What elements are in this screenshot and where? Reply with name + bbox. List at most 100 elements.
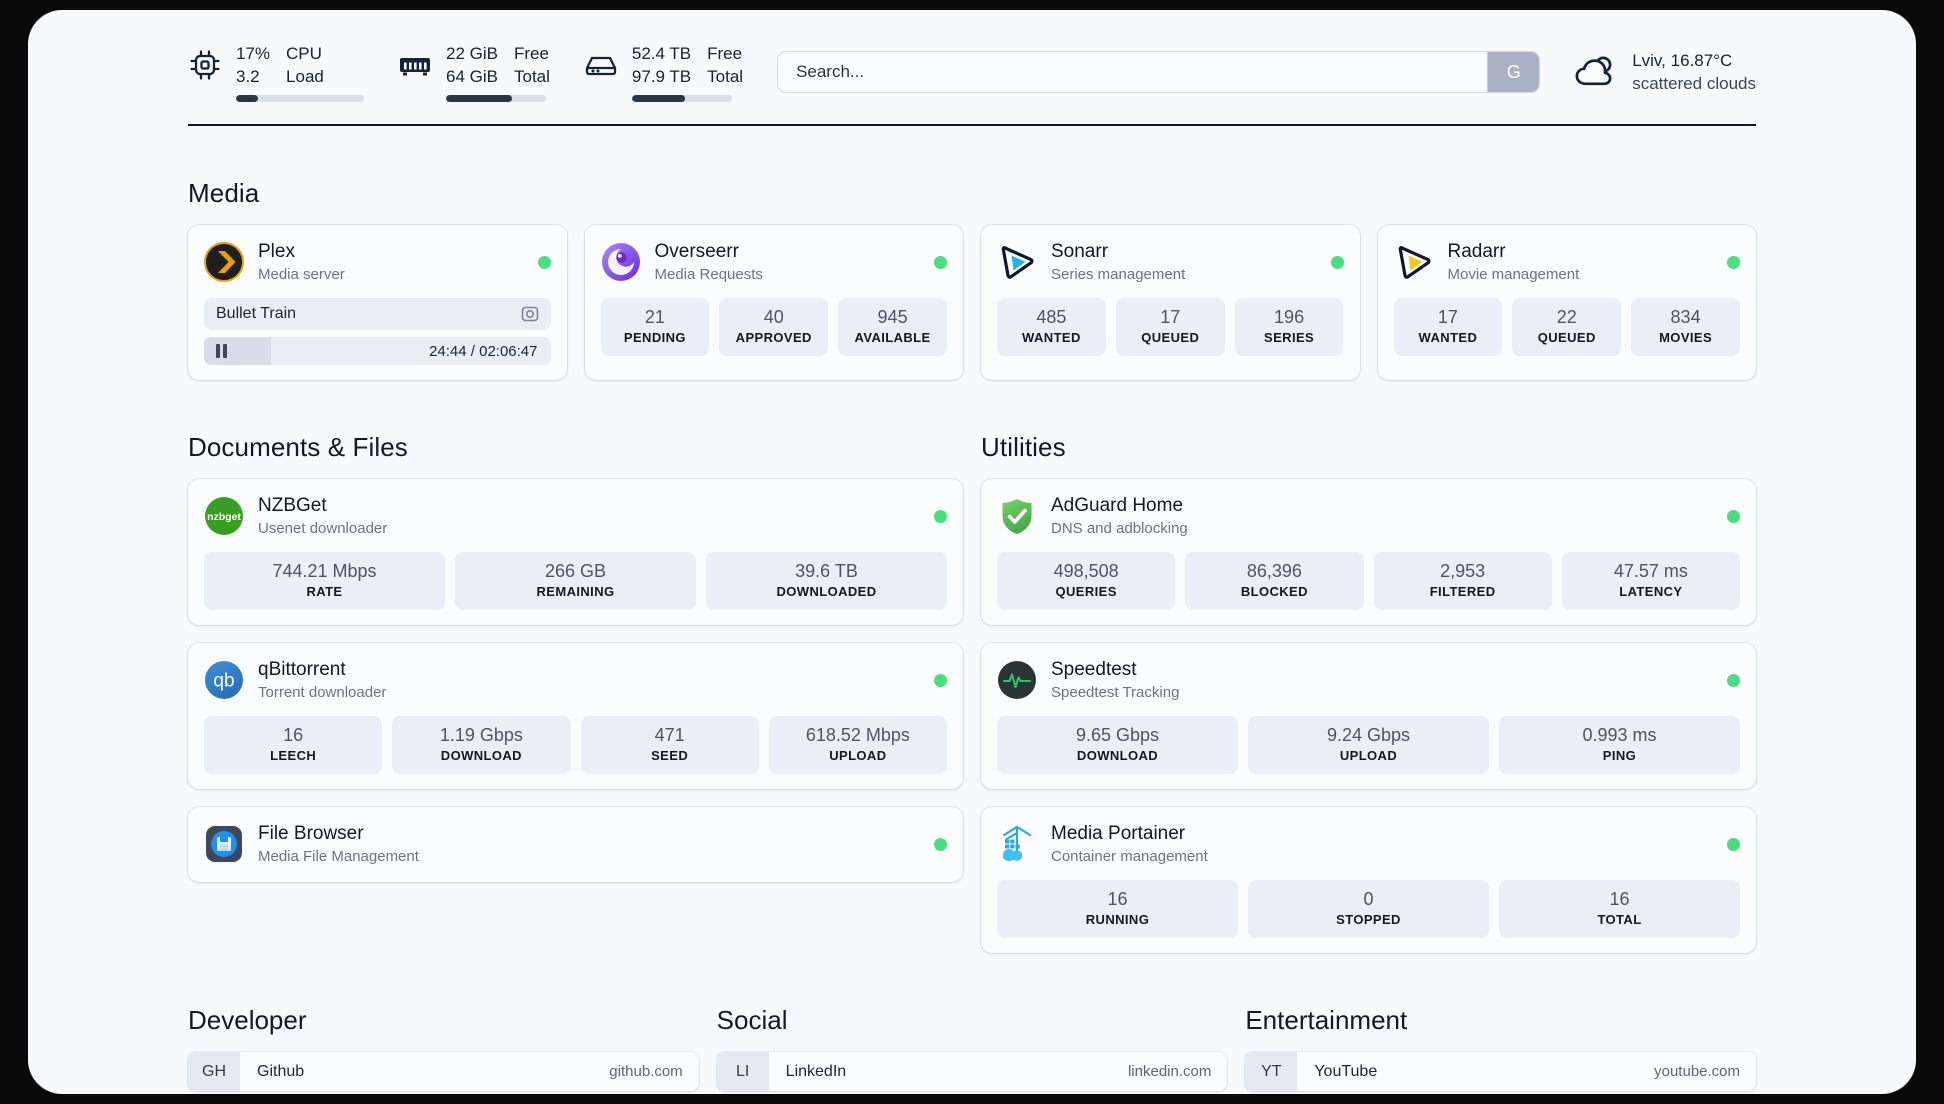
stat-available: 945 AVAILABLE xyxy=(838,298,947,356)
service-card-nzbget[interactable]: nzbget NZBGet Usenet downloader 744.21 M… xyxy=(188,479,963,625)
adguard-icon xyxy=(997,496,1037,536)
pause-icon[interactable] xyxy=(216,344,227,358)
bookmark-group-title: Developer xyxy=(188,1005,307,1035)
card-title-group: Media Portainer Container management xyxy=(1051,821,1208,867)
system-stat-memory: 22 GiB 64 GiB Free Total xyxy=(398,42,550,102)
stat-value: 1.19 Gbps xyxy=(439,725,523,745)
card-title-group: NZBGet Usenet downloader xyxy=(258,493,387,539)
service-subtitle: Series management xyxy=(1051,266,1186,283)
search-input[interactable] xyxy=(778,52,1488,92)
top-bar: 17% 3.2 CPU Load 22 GiB 64 GiB xyxy=(28,10,1916,106)
status-indicator-online xyxy=(537,255,551,269)
nzbget-icon: nzbget xyxy=(204,496,244,536)
playback-progress-fill xyxy=(204,337,272,365)
service-card-speedtest[interactable]: Speedtest Speedtest Tracking 9.65 Gbps D… xyxy=(981,643,1756,789)
stat-value: 40 xyxy=(763,307,784,327)
card-title-group: File Browser Media File Management xyxy=(258,821,419,867)
service-card-radarr[interactable]: Radarr Movie management 17 WANTED 22 QUE… xyxy=(1377,225,1756,380)
service-name: NZBGet xyxy=(258,495,327,516)
bookmark-name: LinkedIn xyxy=(785,1062,847,1080)
stat-label: DOWNLOADED xyxy=(776,584,877,599)
system-stat-label-top-cpu: CPU xyxy=(286,44,322,63)
service-card-overseerr[interactable]: Overseerr Media Requests 21 PENDING 40 A… xyxy=(584,225,963,380)
stat-label: STOPPED xyxy=(1336,912,1401,927)
status-indicator-online xyxy=(1727,509,1740,523)
service-name: Media Portainer xyxy=(1051,823,1186,844)
service-name: qBittorrent xyxy=(258,659,346,680)
card-title-group: Speedtest Speedtest Tracking xyxy=(1051,657,1179,703)
service-card-file-browser[interactable]: File Browser Media File Management xyxy=(188,807,963,882)
system-stat-value-bottom-disk: 97.9 TB xyxy=(631,67,692,86)
stat-value: 196 xyxy=(1274,307,1305,327)
stat-queued: 22 QUEUED xyxy=(1512,298,1622,356)
disk-icon xyxy=(584,48,618,82)
stat-label: UPLOAD xyxy=(1339,748,1398,763)
service-name: File Browser xyxy=(258,823,364,844)
service-card-media-portainer[interactable]: Media Portainer Container management 16 … xyxy=(981,807,1756,953)
search-box[interactable]: G xyxy=(777,51,1541,93)
system-stat-value-bottom-cpu: 3.2 xyxy=(236,67,260,86)
stat-label: BLOCKED xyxy=(1240,584,1308,599)
card-title-group: AdGuard Home DNS and adblocking xyxy=(1051,493,1188,539)
card-header: qb qBittorrent Torrent downloader xyxy=(204,657,947,703)
stat-value: 16 xyxy=(1107,889,1128,909)
service-card-plex[interactable]: Plex Media server Bullet Train 24:44 / 0… xyxy=(188,225,567,380)
cpu-icon xyxy=(188,48,222,82)
bookmark-item-linkedin[interactable]: LI LinkedIn linkedin.com xyxy=(716,1052,1228,1091)
bookmarks-area: Developer GH Github github.com SO StackO… xyxy=(188,1005,1757,1094)
system-stat-label-bottom-memory: Total xyxy=(513,67,550,86)
bookmark-item-github[interactable]: GH Github github.com xyxy=(188,1052,699,1091)
status-indicator-online xyxy=(934,509,947,523)
service-subtitle: Container management xyxy=(1051,848,1208,865)
svg-text:qb: qb xyxy=(213,671,234,692)
stat-label: WANTED xyxy=(1418,330,1478,345)
service-card-qbittorrent[interactable]: qb qBittorrent Torrent downloader 16 LEE… xyxy=(188,643,963,789)
stat-label: LEECH xyxy=(270,748,317,763)
stat-label: DOWNLOAD xyxy=(440,748,522,763)
system-stat-label-bottom-cpu: Load xyxy=(286,67,324,86)
utilities-column: Utilities AdGuard Home DNS and adblockin… xyxy=(981,380,1756,953)
now-playing-bar[interactable]: Bullet Train xyxy=(204,298,551,330)
service-card-adguard-home[interactable]: AdGuard Home DNS and adblocking 498,508 … xyxy=(981,479,1756,625)
card-header: Plex Media server xyxy=(204,239,551,285)
service-subtitle: Media File Management xyxy=(258,848,419,865)
stat-label: FILTERED xyxy=(1429,584,1496,599)
card-header: Sonarr Series management xyxy=(997,239,1344,285)
service-name: Radarr xyxy=(1447,241,1506,262)
stat-value: 17 xyxy=(1160,307,1181,327)
svg-text:nzbget: nzbget xyxy=(207,511,241,523)
system-stat-bar-memory xyxy=(446,95,546,102)
stat-pending: 21 PENDING xyxy=(600,298,710,356)
utilities-card-list: AdGuard Home DNS and adblocking 498,508 … xyxy=(981,479,1756,953)
playback-progress-bar[interactable]: 24:44 / 02:06:47 xyxy=(204,337,551,365)
stat-running: 16 RUNNING xyxy=(997,880,1238,938)
service-card-sonarr[interactable]: Sonarr Series management 485 WANTED 17 Q… xyxy=(981,225,1360,380)
bookmark-group-title: Social xyxy=(716,1005,788,1035)
stat-value: 498,508 xyxy=(1053,561,1119,581)
system-stat-label-top-memory: Free xyxy=(513,44,549,63)
stat-value: 2,953 xyxy=(1440,561,1486,581)
stat-upload: 618.52 Mbps UPLOAD xyxy=(768,716,947,774)
playback-time: 24:44 / 02:06:47 xyxy=(429,342,538,360)
media-card-row: Plex Media server Bullet Train 24:44 / 0… xyxy=(188,225,1756,380)
card-header: AdGuard Home DNS and adblocking xyxy=(997,493,1740,539)
stat-value: 21 xyxy=(644,307,665,327)
system-stat-value-top-memory: 22 GiB xyxy=(446,44,498,63)
stat-latency: 47.57 ms LATENCY xyxy=(1561,552,1740,610)
card-title-group: Radarr Movie management xyxy=(1448,239,1580,285)
stats-row: 498,508 QUERIES 86,396 BLOCKED 2,953 FIL… xyxy=(997,552,1740,610)
stat-value: 9.65 Gbps xyxy=(1075,725,1160,745)
stat-label: RATE xyxy=(306,584,343,599)
search-engine-button[interactable]: G xyxy=(1487,52,1540,92)
now-playing-title: Bullet Train xyxy=(216,305,297,322)
weather-widget: Lviv, 16.87°C scattered clouds xyxy=(1574,49,1756,95)
system-stat-value-top-disk: 52.4 TB xyxy=(631,44,692,63)
system-stat-bar-cpu xyxy=(236,95,364,102)
service-subtitle: Media server xyxy=(258,266,345,283)
stats-row: 485 WANTED 17 QUEUED 196 SERIES xyxy=(997,298,1344,356)
dashboard-page: 17% 3.2 CPU Load 22 GiB 64 GiB xyxy=(28,10,1916,1094)
bookmark-name: Github xyxy=(257,1062,305,1080)
section-title-media: Media xyxy=(188,178,260,208)
bookmark-group-title: Entertainment xyxy=(1245,1005,1408,1035)
bookmark-item-youtube[interactable]: YT YouTube youtube.com xyxy=(1245,1052,1757,1091)
